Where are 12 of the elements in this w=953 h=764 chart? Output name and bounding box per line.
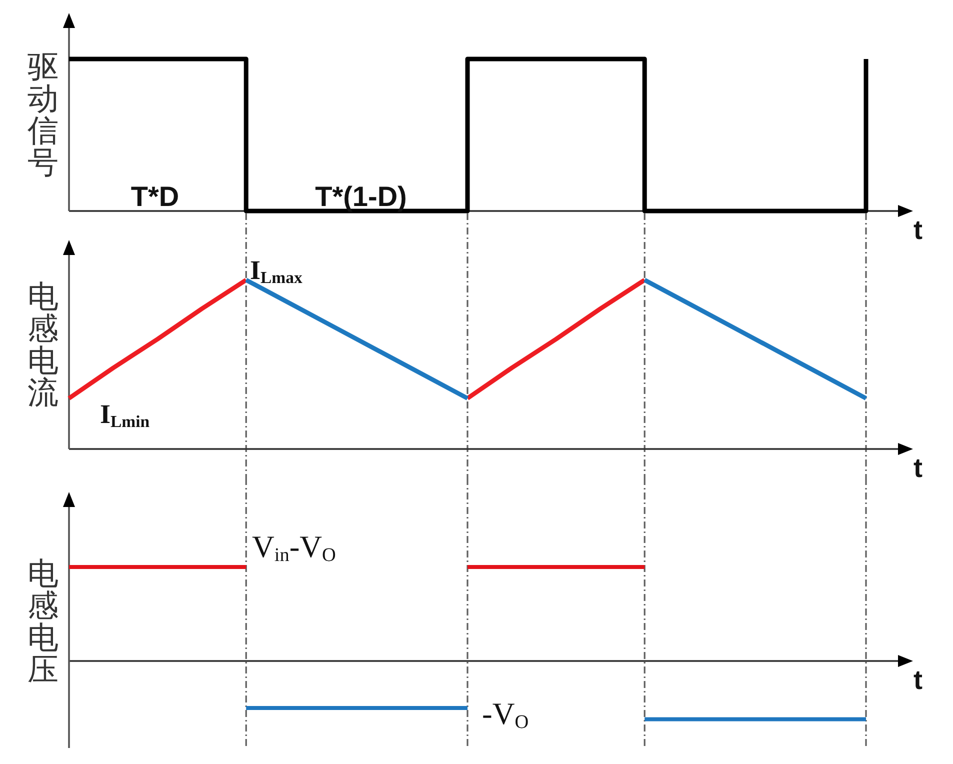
annotation: T*D [130,181,180,212]
y-axis-title: 电感电压 [28,556,58,688]
y-axis-title: 驱动信号 [28,48,58,181]
text: V$_{in}$-V$_{O}$ [252,529,336,566]
x-axis-title: t [914,453,922,483]
annotation: I$_{Lmax}$ [250,255,303,287]
y-axis-title: 电感电流 [28,278,58,411]
annotation: I$_{Lmin}$ [100,399,150,431]
annotation: T*(1-D) [315,181,407,212]
annotation: -V$_{O}$ [482,696,529,734]
x-axis-title: t [914,665,922,695]
x-axis-title: t [914,215,922,245]
